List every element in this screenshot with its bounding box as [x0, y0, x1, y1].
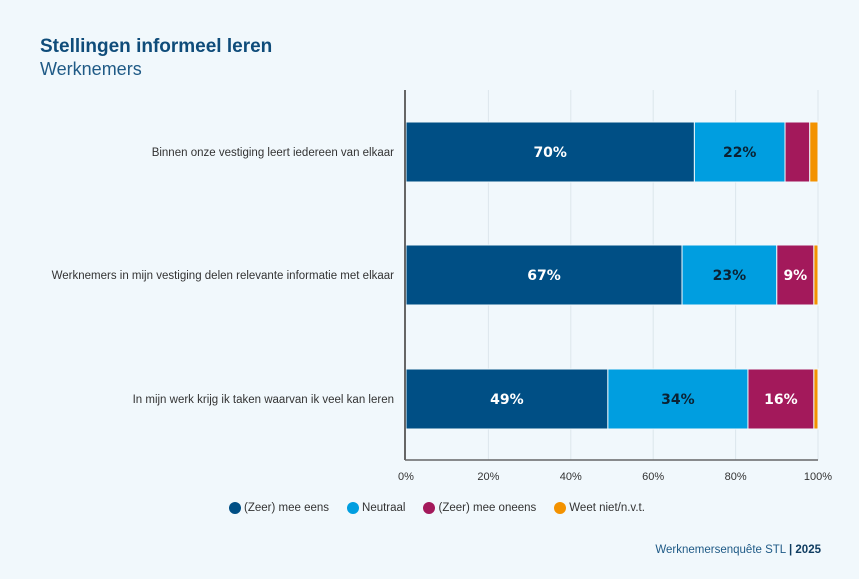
footer-year: 2025 — [795, 544, 821, 556]
bar-segment — [681, 244, 778, 306]
chart-subtitle: Werknemers — [40, 59, 142, 79]
footer-source: Werknemersenquête STL | 2025 — [655, 544, 821, 556]
data-label: 9% — [783, 268, 807, 284]
legend-label: (Zeer) mee eens — [244, 502, 330, 514]
x-tick-label: 0% — [398, 471, 414, 483]
footer-separator: | — [788, 544, 793, 556]
legend-item[interactable]: (Zeer) mee eens — [229, 502, 329, 514]
bar-segment — [693, 121, 786, 183]
data-label: 67% — [527, 268, 561, 284]
legend-swatch-icon — [423, 502, 436, 514]
bar-segment — [784, 121, 811, 183]
legend-item[interactable]: Neutraal — [347, 502, 405, 514]
legend-item[interactable]: Weet niet/n.v.t. — [554, 502, 645, 514]
legend-swatch-icon — [229, 502, 241, 514]
category-label: Werknemers in mijn vestiging delen relev… — [52, 270, 395, 282]
bar-segment — [405, 244, 683, 306]
x-tick-label: 40% — [560, 471, 582, 483]
data-label: 70% — [533, 145, 567, 161]
data-label: 16% — [764, 392, 798, 408]
legend-swatch-icon — [347, 502, 360, 514]
bar-segment — [813, 244, 819, 306]
x-tick-label: 20% — [477, 471, 499, 483]
legend-label: Neutraal — [362, 502, 406, 514]
bar-segment — [405, 121, 695, 183]
bar-segment — [809, 121, 819, 183]
legend-item[interactable]: (Zeer) mee oneens — [423, 502, 536, 514]
legend-label: (Zeer) mee oneens — [438, 502, 537, 514]
bar-segment — [747, 368, 815, 430]
legend-swatch-icon — [554, 502, 567, 514]
x-tick-label: 100% — [804, 471, 832, 483]
footer-source-text: Werknemersenquête STL — [655, 544, 786, 556]
legend: (Zeer) mee eens Neutraal (Zeer) mee oneens… — [229, 502, 645, 514]
data-label: 22% — [723, 145, 757, 161]
data-label: 34% — [661, 392, 695, 408]
x-tick-label: 60% — [642, 471, 664, 483]
bar-segment — [813, 368, 819, 430]
category-label: In mijn werk krijg ik taken waarvan ik v… — [133, 394, 394, 406]
x-tick-label: 80% — [725, 471, 747, 483]
bar-segment — [776, 244, 815, 306]
data-label: 49% — [490, 392, 524, 408]
chart-title: Stellingen informeel leren — [40, 36, 273, 57]
data-label: 23% — [713, 268, 747, 284]
category-label: Binnen onze vestiging leert iedereen van… — [152, 147, 394, 159]
legend-label: Weet niet/n.v.t. — [569, 502, 645, 514]
